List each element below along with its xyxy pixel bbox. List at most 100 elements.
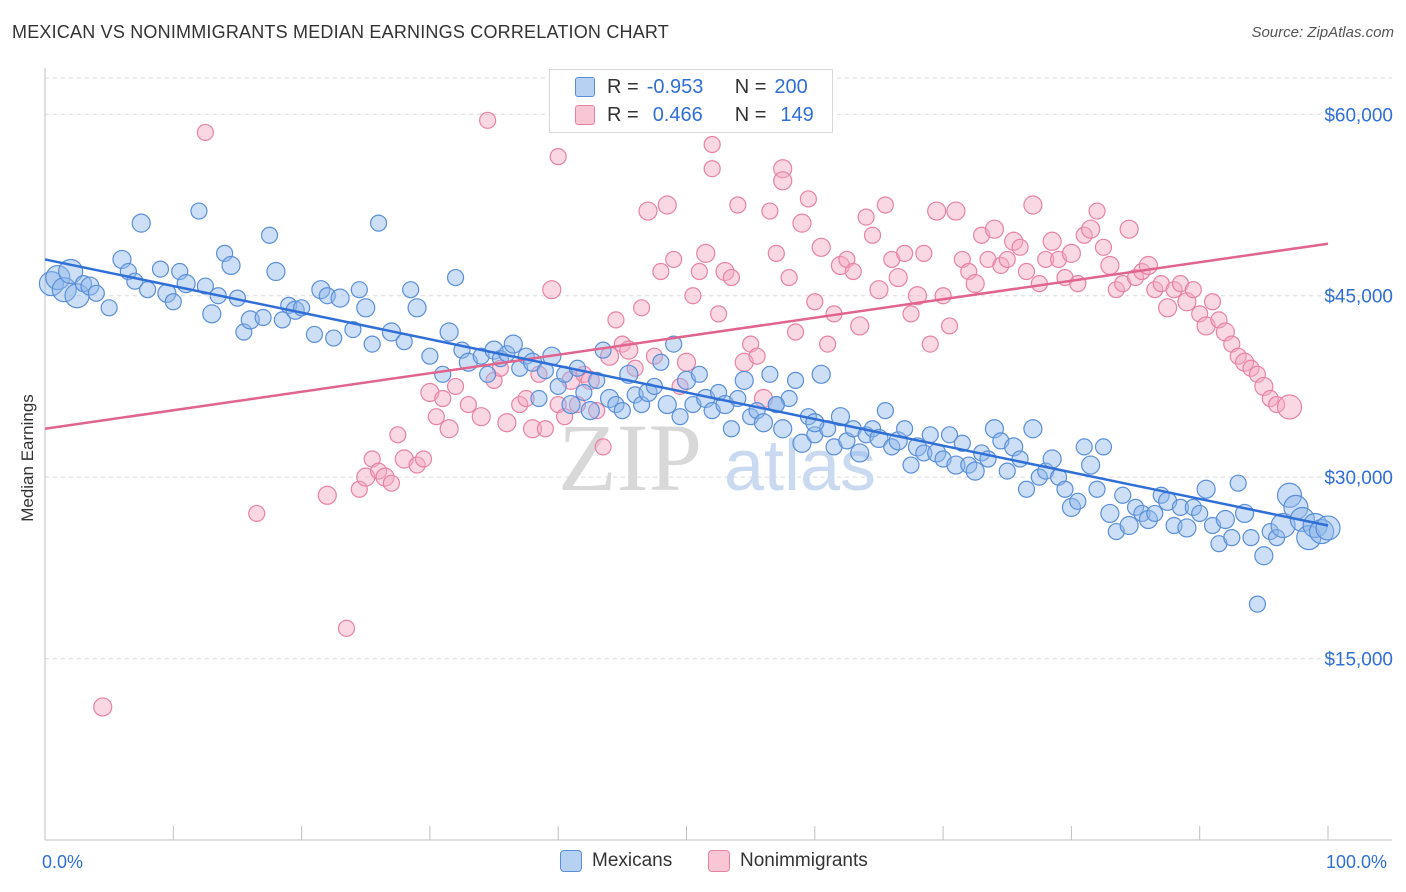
mexicans-point	[1138, 509, 1158, 530]
trendlines	[44, 242, 1329, 527]
nonimmigrants-point	[317, 485, 337, 505]
nonimmigrants-point	[888, 267, 908, 288]
nonimmigrants-point	[1088, 202, 1106, 220]
mexicans-point	[1184, 498, 1202, 516]
nonimmigrants-point	[93, 697, 113, 717]
mexicans-point	[652, 353, 670, 371]
mexicans-point	[196, 277, 214, 295]
nonimmigrants-point	[1184, 281, 1202, 299]
nonimmigrants-point	[522, 419, 543, 439]
nonimmigrants-point	[1203, 293, 1222, 311]
mexicans-point	[580, 401, 600, 421]
nonimmigrants-point	[196, 123, 214, 142]
legend-label-nonimmigrants: Nonimmigrants	[740, 850, 868, 871]
mexicans-point	[139, 281, 157, 299]
nonimmigrants-point	[934, 287, 952, 305]
nonimmigrants-point	[902, 305, 920, 323]
watermark: ZIP atlas	[558, 404, 876, 511]
watermark-atlas: atlas	[724, 426, 876, 506]
mexicans-point	[613, 402, 631, 420]
nonimmigrants-point	[1119, 219, 1139, 239]
mexicans-point	[503, 334, 523, 354]
nonimmigrants-point	[1023, 195, 1043, 215]
mexicans-point	[1270, 512, 1296, 539]
mexicans-point	[599, 388, 620, 409]
mexicans-point	[1248, 595, 1267, 613]
mexicans-point	[690, 365, 708, 383]
mexicans-point	[940, 426, 959, 444]
legend-item-mexicans: Mexicans	[560, 850, 672, 872]
mexicans-point	[902, 456, 920, 474]
mexicans-point	[350, 281, 368, 299]
nonimmigrants-point	[1004, 231, 1024, 251]
mexicans-point	[100, 299, 118, 317]
nonimmigrants-point	[684, 287, 702, 305]
nonimmigrants-point	[1081, 219, 1101, 239]
mexicans-point	[1088, 480, 1106, 498]
nonimmigrants-point	[248, 504, 266, 523]
mexicans-point	[330, 288, 350, 308]
mexicans-point	[896, 420, 914, 438]
nonimmigrants-point	[773, 171, 793, 191]
mexicans-point	[202, 304, 222, 324]
nonimmigrants-point	[1094, 238, 1113, 256]
nonimmigrants-point	[638, 201, 658, 221]
mexicans-point	[1223, 529, 1241, 547]
nonimmigrants-point	[1235, 352, 1255, 372]
correlation-legend: R = -0.953 N = 200 R = 0.466 N = 149	[549, 69, 833, 133]
mexicans-point	[786, 371, 805, 389]
x-tick-label-min: 0.0%	[42, 852, 84, 872]
mexicans-point	[722, 420, 741, 438]
nonimmigrants-point	[863, 226, 882, 244]
nonimmigrants-point	[729, 196, 747, 214]
nonimmigrants-point	[665, 250, 683, 269]
nonimmigrants-point	[915, 244, 933, 262]
mexicans-point	[1114, 486, 1132, 504]
mexicans-point	[164, 293, 182, 311]
nonimmigrants-point	[715, 261, 735, 282]
y-tick-label: $60,000	[1324, 105, 1393, 126]
nonimmigrants-point	[767, 244, 785, 262]
nonimmigrants-point	[1158, 298, 1178, 318]
mexicans-point	[1061, 497, 1082, 517]
nonimmigrants-point	[761, 202, 779, 220]
y-tick-label: $15,000	[1324, 650, 1393, 671]
mexicans-point	[151, 260, 170, 278]
mexicans-point	[773, 419, 793, 439]
nonimmigrants-point	[940, 317, 959, 335]
mexicans-point	[1056, 480, 1074, 498]
mexicans-point	[1081, 455, 1101, 475]
mexicans-point	[657, 394, 677, 415]
mexicans-point	[254, 308, 272, 327]
nonimmigrants-point	[389, 426, 407, 444]
legend-row-mexicans: R = -0.953 N = 200	[550, 73, 808, 101]
nonimmigrants-point	[434, 389, 452, 408]
mexicans-point	[363, 335, 381, 353]
legend-label-mexicans: Mexicans	[592, 850, 673, 871]
nonimmigrants-point	[1261, 389, 1279, 408]
nonimmigrants-point	[471, 407, 491, 427]
nonimmigrants-point	[748, 347, 766, 365]
nonimmigrants-point	[786, 323, 805, 341]
mexicans-point	[260, 226, 279, 244]
mexicans-point	[305, 325, 324, 344]
mexicans-point	[792, 433, 812, 453]
y-tick-label: $45,000	[1324, 287, 1393, 308]
nonimmigrants-point	[536, 420, 554, 438]
mexicans-points	[38, 202, 1341, 613]
mexicans-point	[1069, 492, 1087, 510]
legend-swatch-pink	[575, 105, 595, 125]
y-tick-label: $30,000	[1324, 468, 1393, 489]
nonimmigrants-point	[1100, 255, 1120, 276]
nonimmigrants-point	[921, 335, 939, 353]
nonimmigrants-point	[850, 316, 870, 336]
mexicans-point	[1011, 450, 1029, 468]
mexicans-point	[421, 347, 439, 365]
mexicans-point	[607, 395, 625, 414]
mexicans-point	[273, 311, 291, 329]
nonimmigrants-point	[1268, 395, 1286, 414]
nonimmigrants-point	[1276, 394, 1303, 420]
nonimmigrants-point	[375, 467, 395, 487]
mexicans-point	[1146, 504, 1164, 523]
